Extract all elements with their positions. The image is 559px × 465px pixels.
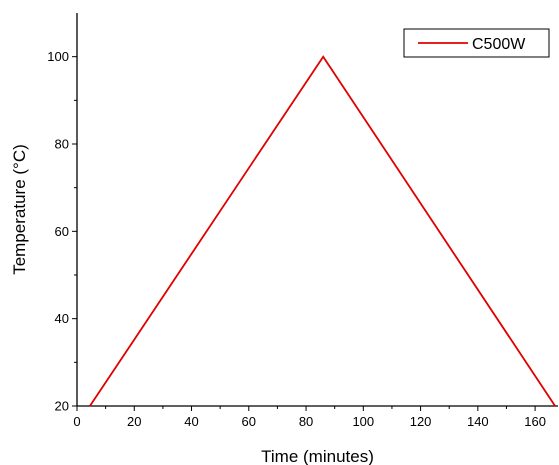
y-tick-label: 20 xyxy=(55,399,69,414)
series-line-0 xyxy=(89,55,556,407)
x-tick-label: 60 xyxy=(242,414,256,429)
x-tick-label: 140 xyxy=(467,414,489,429)
legend: C500W xyxy=(403,28,550,58)
x-tick-label: 120 xyxy=(410,414,432,429)
y-axis-ticks: 20 40 60 80 100 xyxy=(47,49,77,414)
x-tick-label: 0 xyxy=(73,414,80,429)
y-tick-label: 100 xyxy=(47,49,69,64)
y-axis-label: Temperature (°C) xyxy=(10,144,29,275)
legend-label: C500W xyxy=(472,36,526,53)
series-group xyxy=(89,55,556,407)
x-tick-label: 100 xyxy=(352,414,374,429)
x-axis-ticks: 0 20 40 60 80 100 120 140 160 xyxy=(73,406,546,429)
x-tick-label: 20 xyxy=(127,414,141,429)
y-tick-label: 60 xyxy=(55,224,69,239)
x-tick-label: 160 xyxy=(524,414,546,429)
x-tick-label: 40 xyxy=(184,414,198,429)
y-tick-label: 40 xyxy=(55,311,69,326)
x-tick-label: 80 xyxy=(299,414,313,429)
plot-frame xyxy=(76,13,558,407)
x-axis-label: Time (minutes) xyxy=(261,447,374,465)
y-tick-label: 80 xyxy=(55,137,69,152)
